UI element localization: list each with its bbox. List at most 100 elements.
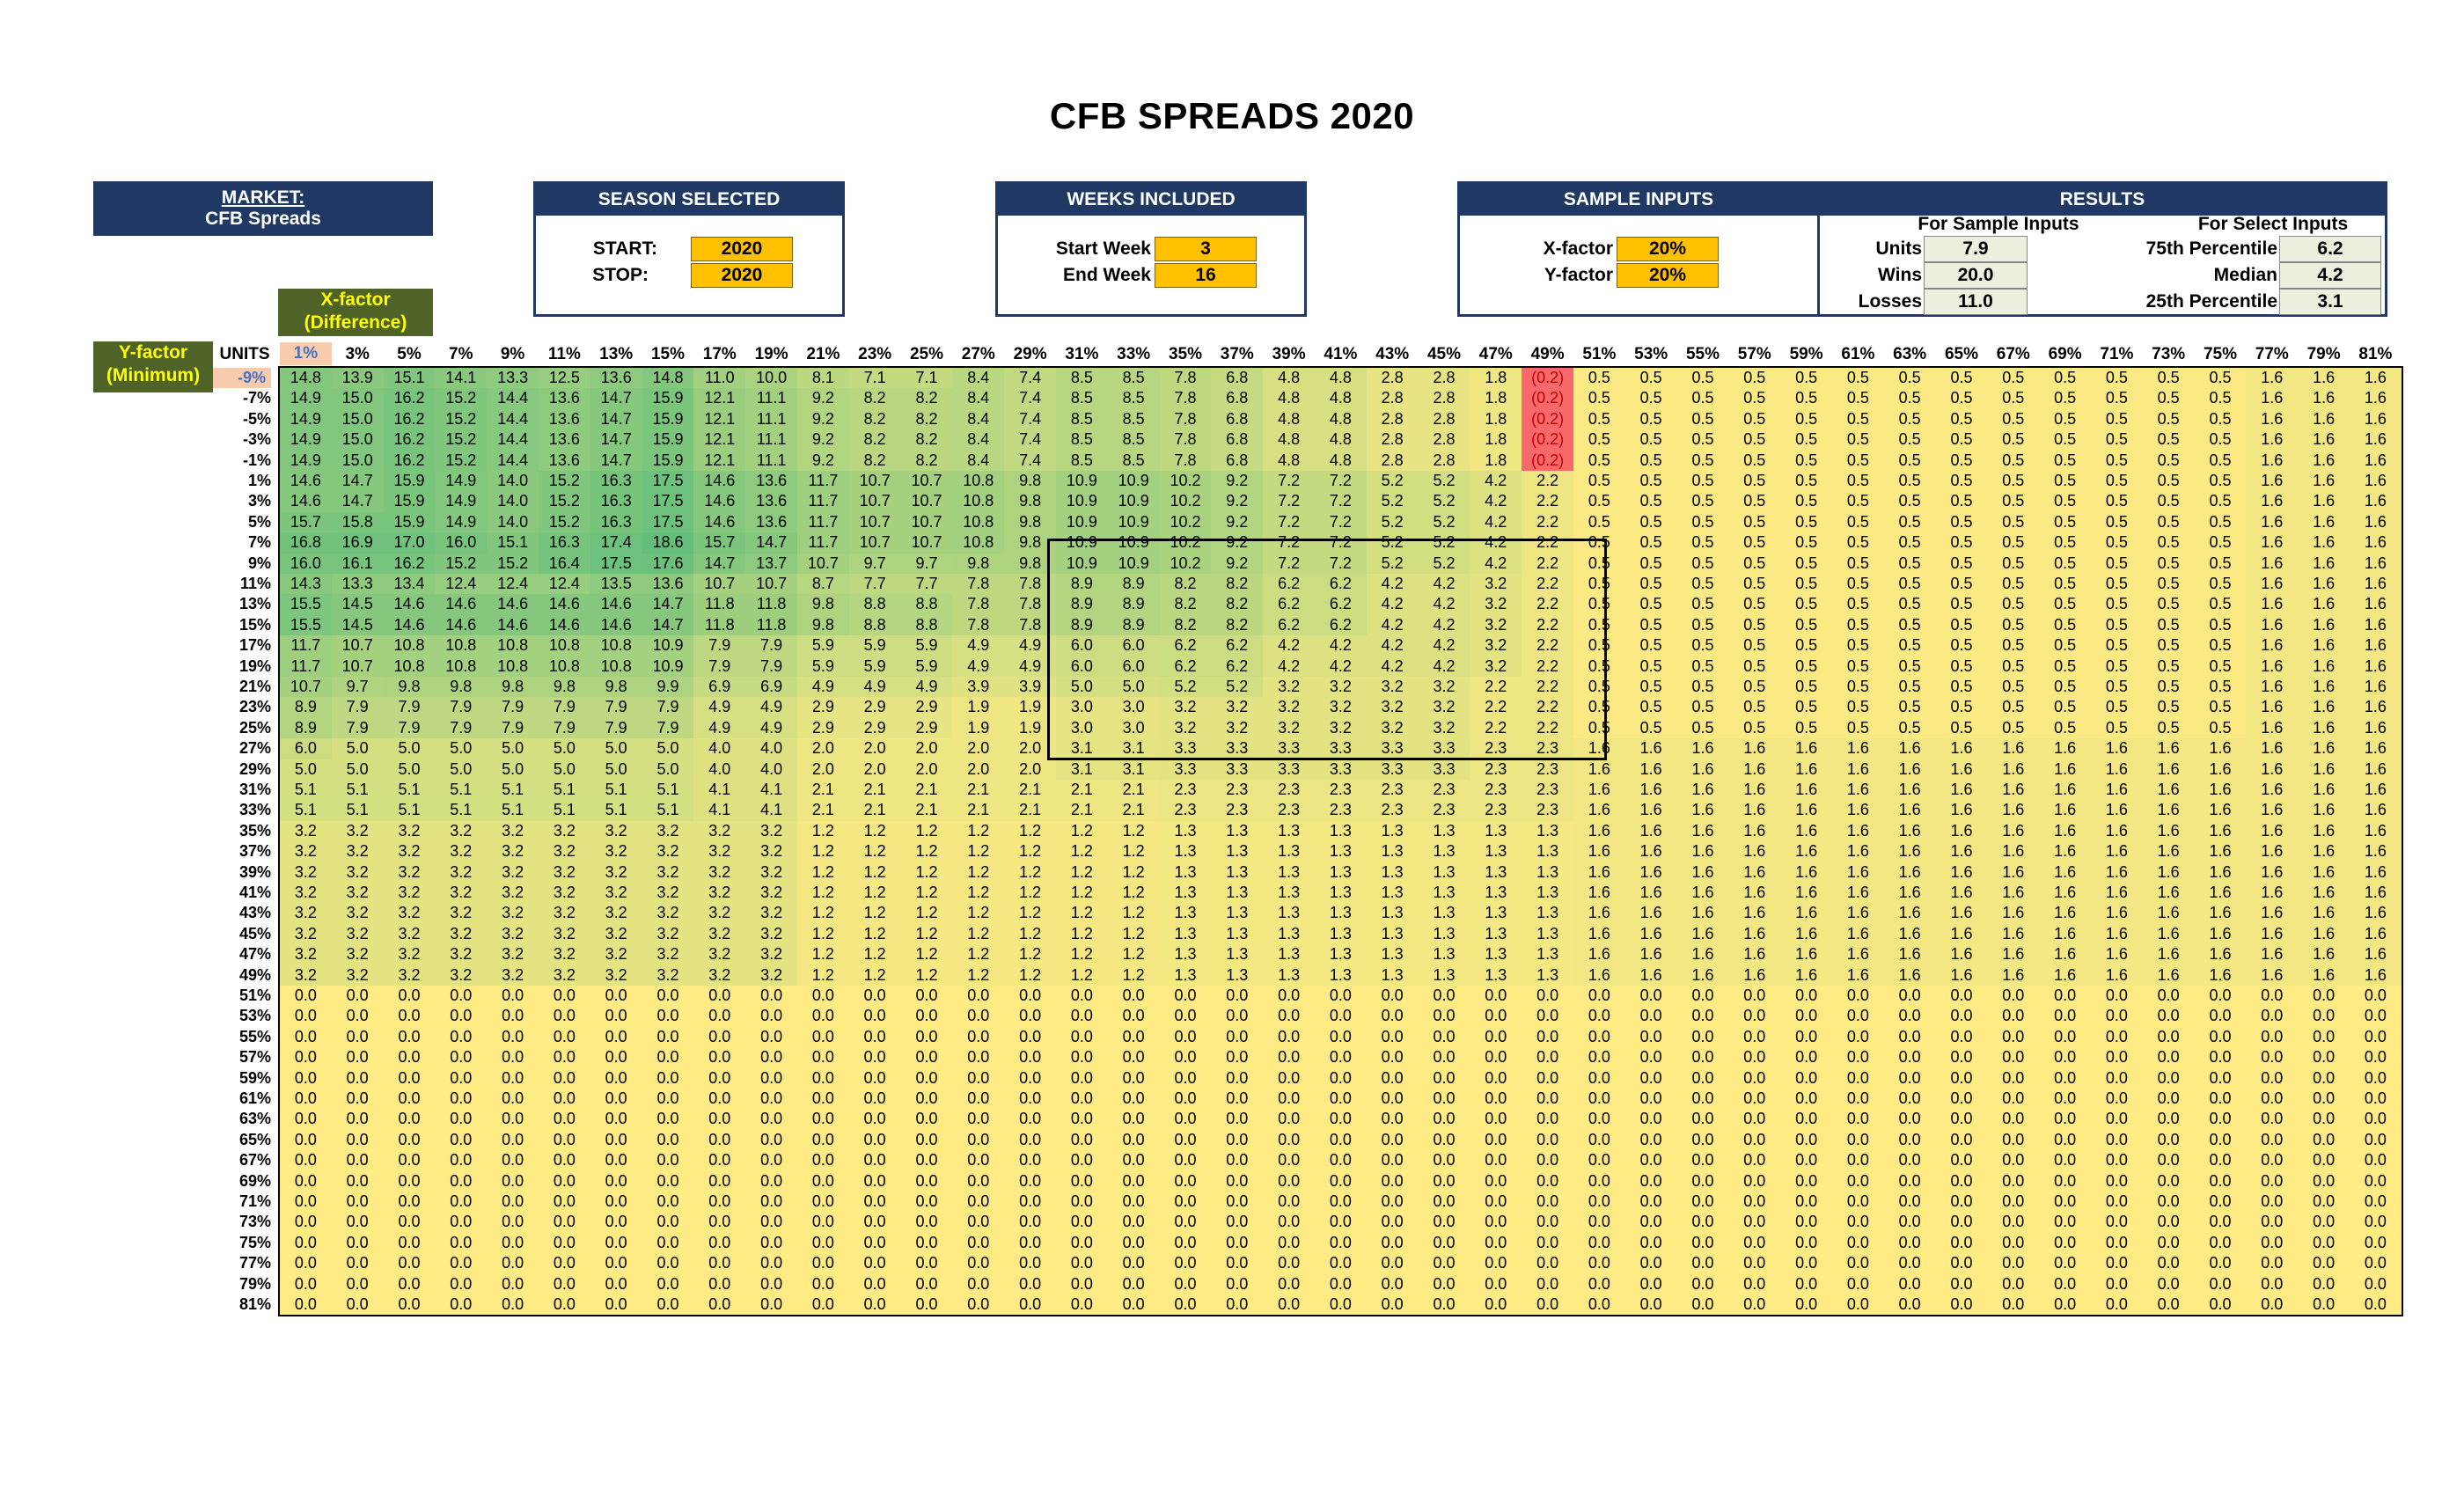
heatmap-cell[interactable]: 1.3 bbox=[1366, 820, 1419, 842]
heatmap-cell[interactable]: 0.5 bbox=[2194, 511, 2247, 533]
heatmap-cell[interactable]: 1.2 bbox=[797, 862, 849, 883]
heatmap-cell[interactable]: 0.0 bbox=[2298, 986, 2350, 1007]
heatmap-cell[interactable]: 5.1 bbox=[435, 800, 488, 821]
heatmap-cell[interactable]: 7.8 bbox=[1159, 450, 1212, 471]
heatmap-cell[interactable]: 0.0 bbox=[2194, 1170, 2247, 1192]
heatmap-cell[interactable]: 0.0 bbox=[590, 1129, 642, 1151]
heatmap-cell[interactable]: 0.0 bbox=[642, 1150, 694, 1171]
heatmap-cell[interactable]: 0.0 bbox=[848, 1192, 901, 1213]
heatmap-cell[interactable]: 10.2 bbox=[1159, 471, 1212, 492]
heatmap-cell[interactable]: 1.2 bbox=[848, 841, 901, 862]
heatmap-cell[interactable]: 0.0 bbox=[1676, 1192, 1729, 1213]
heatmap-cell[interactable]: 0.5 bbox=[1728, 491, 1781, 512]
heatmap-cell[interactable]: 0.0 bbox=[900, 1294, 953, 1316]
heatmap-cell[interactable]: 1.6 bbox=[2246, 964, 2299, 986]
heatmap-cell[interactable]: 2.0 bbox=[1004, 759, 1056, 780]
heatmap-cell[interactable]: 13.6 bbox=[539, 388, 590, 409]
heatmap-cell[interactable]: 7.9 bbox=[435, 717, 488, 739]
heatmap-cell[interactable]: 0.0 bbox=[1159, 1047, 1212, 1068]
heatmap-cell[interactable]: 0.0 bbox=[2246, 1232, 2299, 1254]
heatmap-cell[interactable]: 8.1 bbox=[797, 368, 849, 389]
heatmap-cell[interactable]: 1.6 bbox=[1883, 883, 1936, 904]
heatmap-cell[interactable]: 0.0 bbox=[280, 1253, 332, 1274]
heatmap-cell[interactable]: 0.5 bbox=[2142, 635, 2195, 656]
heatmap-cell[interactable]: 0.0 bbox=[1573, 1089, 1625, 1110]
heatmap-cell[interactable]: 5.0 bbox=[1107, 677, 1160, 698]
heatmap-cell[interactable]: 0.0 bbox=[1263, 1192, 1315, 1213]
heatmap-cell[interactable]: 8.5 bbox=[1056, 429, 1108, 451]
heatmap-cell[interactable]: 7.8 bbox=[952, 614, 1005, 636]
heatmap-cell[interactable]: 0.0 bbox=[1004, 986, 1056, 1007]
heatmap-cell[interactable]: 0.0 bbox=[1676, 1253, 1729, 1274]
heatmap-cell[interactable]: 0.0 bbox=[280, 1109, 332, 1130]
heatmap-cell[interactable]: 11.8 bbox=[693, 594, 746, 615]
heatmap-cell[interactable]: 2.3 bbox=[1418, 800, 1470, 821]
heatmap-cell[interactable]: 3.2 bbox=[383, 820, 436, 842]
heatmap-cell[interactable]: 0.0 bbox=[1107, 1294, 1160, 1316]
heatmap-cell[interactable]: 0.0 bbox=[1470, 1129, 1522, 1151]
heatmap-cell[interactable]: 0.0 bbox=[1573, 1067, 1625, 1089]
heatmap-cell[interactable]: 0.0 bbox=[1883, 1109, 1936, 1130]
heatmap-cell[interactable]: 0.0 bbox=[383, 1109, 436, 1130]
heatmap-cell[interactable]: 0.0 bbox=[1935, 1232, 1988, 1254]
heatmap-cell[interactable]: 4.2 bbox=[1315, 635, 1367, 656]
heatmap-cell[interactable]: 0.0 bbox=[2091, 1129, 2143, 1151]
heatmap-cell[interactable]: 15.5 bbox=[280, 594, 332, 615]
heatmap-cell[interactable]: 0.0 bbox=[590, 986, 642, 1007]
heatmap-cell[interactable]: 0.5 bbox=[1832, 471, 1884, 492]
heatmap-cell[interactable]: 0.0 bbox=[1056, 1294, 1108, 1316]
heatmap-cell[interactable]: 9.7 bbox=[331, 677, 384, 698]
heatmap-cell[interactable]: 1.3 bbox=[1211, 903, 1264, 924]
heatmap-cell[interactable]: 0.5 bbox=[1780, 429, 1832, 451]
heatmap-cell[interactable]: 0.0 bbox=[693, 1232, 746, 1254]
row-header[interactable]: 77% bbox=[238, 1254, 271, 1272]
heatmap-cell[interactable]: 0.0 bbox=[2039, 1192, 2091, 1213]
heatmap-cell[interactable]: 1.6 bbox=[1883, 800, 1936, 821]
heatmap-cell[interactable]: 0.5 bbox=[1676, 677, 1729, 698]
heatmap-cell[interactable]: 0.5 bbox=[1987, 594, 2040, 615]
heatmap-cell[interactable]: 0.0 bbox=[1263, 1129, 1315, 1151]
heatmap-cell[interactable]: 0.0 bbox=[539, 1192, 590, 1213]
heatmap-cell[interactable]: 0.0 bbox=[848, 1109, 901, 1130]
heatmap-cell[interactable]: 1.6 bbox=[2246, 594, 2299, 615]
heatmap-cell[interactable]: 1.3 bbox=[1315, 923, 1367, 945]
heatmap-cell[interactable]: 14.6 bbox=[280, 491, 332, 512]
heatmap-cell[interactable]: 3.3 bbox=[1263, 738, 1315, 759]
heatmap-cell[interactable]: 1.6 bbox=[2246, 614, 2299, 636]
heatmap-cell[interactable]: 5.1 bbox=[383, 780, 436, 801]
heatmap-cell[interactable]: 0.0 bbox=[2091, 1067, 2143, 1089]
heatmap-cell[interactable]: 0.5 bbox=[1883, 677, 1936, 698]
heatmap-cell[interactable]: 0.5 bbox=[2194, 429, 2247, 451]
heatmap-cell[interactable]: 11.7 bbox=[280, 635, 332, 656]
heatmap-cell[interactable]: 0.0 bbox=[952, 1109, 1005, 1130]
column-header[interactable]: 79% bbox=[2306, 345, 2341, 363]
heatmap-cell[interactable]: 3.2 bbox=[435, 862, 488, 883]
heatmap-cell[interactable]: 5.2 bbox=[1159, 677, 1212, 698]
heatmap-cell[interactable]: 0.5 bbox=[1624, 697, 1677, 718]
heatmap-cell[interactable]: 2.9 bbox=[797, 717, 849, 739]
heatmap-cell[interactable]: 1.9 bbox=[952, 697, 1005, 718]
column-header[interactable]: 29% bbox=[1013, 345, 1047, 363]
heatmap-cell[interactable]: 4.2 bbox=[1470, 553, 1522, 574]
heatmap-cell[interactable]: 2.3 bbox=[1470, 738, 1522, 759]
heatmap-cell[interactable]: 0.0 bbox=[1418, 1232, 1470, 1254]
heatmap-cell[interactable]: 1.2 bbox=[1004, 964, 1056, 986]
heatmap-cell[interactable]: 0.5 bbox=[1573, 553, 1625, 574]
heatmap-cell[interactable]: 0.0 bbox=[848, 1067, 901, 1089]
heatmap-cell[interactable]: 1.6 bbox=[2298, 903, 2350, 924]
heatmap-cell[interactable]: 0.0 bbox=[1935, 1294, 1988, 1316]
heatmap-cell[interactable]: 5.1 bbox=[383, 800, 436, 821]
heatmap-cell[interactable]: 0.0 bbox=[693, 1192, 746, 1213]
heatmap-cell[interactable]: 1.6 bbox=[1728, 944, 1781, 965]
heatmap-cell[interactable]: 1.6 bbox=[1935, 780, 1988, 801]
heatmap-cell[interactable]: 0.5 bbox=[1935, 574, 1988, 595]
heatmap-cell[interactable]: 0.0 bbox=[1987, 1150, 2040, 1171]
heatmap-cell[interactable]: 1.6 bbox=[1728, 841, 1781, 862]
heatmap-cell[interactable]: 6.2 bbox=[1211, 635, 1264, 656]
heatmap-cell[interactable]: 5.0 bbox=[331, 759, 384, 780]
heatmap-cell[interactable]: 1.6 bbox=[2350, 368, 2402, 389]
heatmap-cell[interactable]: 0.5 bbox=[1883, 429, 1936, 451]
heatmap-cell[interactable]: 0.0 bbox=[900, 1067, 953, 1089]
heatmap-cell[interactable]: 0.0 bbox=[1883, 1170, 1936, 1192]
column-header[interactable]: 25% bbox=[909, 345, 943, 363]
